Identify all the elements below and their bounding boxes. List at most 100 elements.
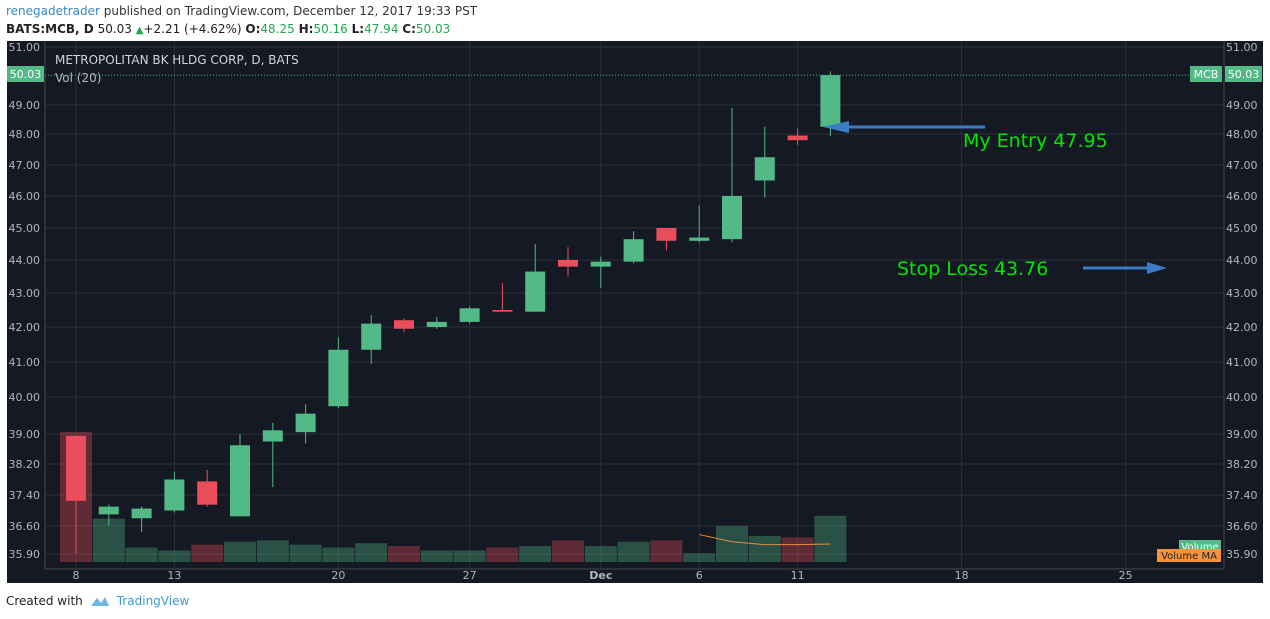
last-price-tag-left bbox=[7, 66, 44, 82]
candle-body bbox=[262, 430, 283, 442]
y-tick-left: 47.00 bbox=[9, 159, 41, 172]
publish-info: renegadetrader published on TradingView.… bbox=[6, 4, 477, 18]
y-tick-right: 41.00 bbox=[1226, 356, 1258, 369]
volume-tag-text: Volume bbox=[1181, 542, 1218, 553]
y-axis: 51.00 51.00 49.00 49.00 48.00 48.00 47.00 47.00… bbox=[9, 41, 1258, 570]
y-tick-left: 41.00 bbox=[9, 356, 41, 369]
entry-arrow-icon bbox=[823, 121, 985, 133]
volume-bar bbox=[716, 525, 748, 562]
ohlc-bar: BATS:MCB, D 50.03 ▲+2.21 (+4.62%) O:48.2… bbox=[6, 22, 450, 36]
y-tick-right: 38.20 bbox=[1226, 458, 1258, 471]
candle-body bbox=[623, 239, 644, 262]
y-tick-right: 44.00 bbox=[1226, 254, 1258, 267]
candle-body bbox=[590, 261, 611, 267]
author-link[interactable]: renegadetrader bbox=[6, 4, 100, 18]
ticker-tag-text: MCB bbox=[1194, 68, 1219, 81]
volume-bar bbox=[650, 540, 683, 562]
volume-bar bbox=[781, 537, 814, 562]
candle-body bbox=[525, 271, 546, 312]
y-tick-left: 42.00 bbox=[9, 321, 41, 334]
candle-body bbox=[197, 481, 218, 505]
volume-ma-line bbox=[699, 534, 831, 546]
volume-bar bbox=[584, 546, 617, 562]
candle-body bbox=[98, 506, 119, 515]
y-tick-left: 43.00 bbox=[9, 287, 41, 300]
y-tick-right: 39.00 bbox=[1226, 428, 1258, 441]
volume-bar bbox=[453, 550, 486, 562]
high-value: 50.16 bbox=[313, 22, 348, 36]
published-text: published on TradingView.com, December 1… bbox=[99, 4, 478, 18]
y-tick-left: 35.90 bbox=[9, 548, 41, 561]
candles bbox=[66, 71, 841, 554]
volume-bar bbox=[355, 543, 388, 562]
last-price-tag-right bbox=[1225, 66, 1262, 82]
y-tick-left: 46.00 bbox=[9, 190, 41, 203]
ticker-tag bbox=[1190, 66, 1222, 82]
y-tick-left: 45.00 bbox=[9, 222, 41, 235]
candle-body bbox=[230, 445, 250, 517]
volume-bar bbox=[125, 547, 158, 562]
x-tick-label: 11 bbox=[791, 569, 805, 582]
y-tick-right: 49.00 bbox=[1226, 99, 1258, 112]
open-label: O: bbox=[245, 22, 261, 36]
candle-body bbox=[787, 135, 808, 141]
y-tick-left: 38.20 bbox=[9, 458, 41, 471]
x-tick-label: 6 bbox=[696, 569, 703, 582]
candle-body bbox=[754, 157, 775, 181]
high-label: H: bbox=[298, 22, 314, 36]
stop-annotation: Stop Loss 43.76 bbox=[897, 258, 1048, 280]
y-tick-right: 42.00 bbox=[1226, 321, 1258, 334]
y-tick-left: 39.00 bbox=[9, 428, 41, 441]
y-tick-right: 51.00 bbox=[1226, 41, 1258, 54]
candle-body bbox=[394, 320, 414, 329]
candle-body bbox=[131, 508, 152, 519]
y-tick-right: 47.00 bbox=[1226, 159, 1258, 172]
y-tick-left: 49.00 bbox=[9, 99, 41, 112]
volume-bar bbox=[748, 536, 781, 562]
up-arrow-icon: ▲ bbox=[135, 25, 144, 36]
volume-bar bbox=[92, 518, 125, 562]
candle-body bbox=[820, 75, 841, 127]
y-tick-right: 37.40 bbox=[1226, 489, 1258, 502]
y-tick-right: 35.90 bbox=[1226, 548, 1258, 561]
y-tick-right: 45.00 bbox=[1226, 222, 1258, 235]
candle-body bbox=[492, 310, 513, 312]
candle-body bbox=[558, 260, 578, 267]
candle-body bbox=[66, 435, 86, 501]
y-tick-left: 40.00 bbox=[9, 391, 41, 404]
volume-bar bbox=[289, 544, 322, 562]
chart-svg[interactable]: 51.00 51.00 49.00 49.00 48.00 48.00 47.00 47.00… bbox=[7, 41, 1263, 583]
low-label: L: bbox=[351, 22, 365, 36]
price-change: +2.21 (+4.62%) bbox=[143, 22, 242, 36]
y-tick-left: 48.00 bbox=[9, 128, 41, 141]
symbol-label: BATS:MCB, D bbox=[6, 22, 94, 36]
close-label: C: bbox=[402, 22, 416, 36]
last-price-tag-left-text: 50.03 bbox=[10, 68, 42, 81]
close-value: 50.03 bbox=[415, 22, 451, 36]
footer: Created with TradingView bbox=[6, 594, 189, 608]
tradingview-link[interactable]: TradingView bbox=[116, 594, 190, 608]
stop-arrow-icon bbox=[1083, 262, 1167, 274]
volume-bar bbox=[486, 547, 519, 562]
candle-body bbox=[656, 228, 677, 241]
legend-title: METROPOLITAN BK HLDG CORP, D, BATS bbox=[55, 53, 299, 67]
y-tick-left: 51.00 bbox=[9, 41, 41, 54]
last-price: 50.03 bbox=[97, 22, 132, 36]
x-tick-label: 25 bbox=[1119, 569, 1133, 582]
volume-bars bbox=[60, 432, 847, 562]
candle-body bbox=[164, 479, 185, 511]
candle-body bbox=[459, 308, 480, 322]
candle-body bbox=[328, 349, 349, 407]
volume-bar bbox=[224, 541, 256, 562]
y-tick-right: 48.00 bbox=[1226, 128, 1258, 141]
candle-body bbox=[426, 321, 447, 327]
volume-bar bbox=[617, 541, 650, 562]
x-tick-label: Dec bbox=[589, 569, 612, 582]
low-value: 47.94 bbox=[364, 22, 399, 36]
y-tick-left: 36.60 bbox=[9, 520, 41, 533]
x-tick-label: 20 bbox=[331, 569, 345, 582]
y-tick-right: 46.00 bbox=[1226, 190, 1258, 203]
candle-body bbox=[689, 237, 710, 241]
chart-panel[interactable]: 51.00 51.00 49.00 49.00 48.00 48.00 47.00 47.00… bbox=[7, 41, 1263, 583]
y-tick-right: 36.60 bbox=[1226, 520, 1258, 533]
